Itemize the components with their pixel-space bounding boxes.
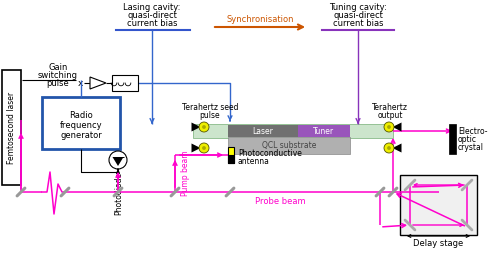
Text: Probe beam: Probe beam (254, 197, 306, 206)
Polygon shape (192, 123, 200, 132)
Text: Terahertz: Terahertz (372, 103, 408, 112)
Text: Photodiode: Photodiode (114, 172, 124, 215)
Polygon shape (90, 77, 106, 89)
Text: Tuner: Tuner (314, 126, 334, 135)
Circle shape (202, 146, 206, 150)
Polygon shape (112, 157, 124, 166)
FancyBboxPatch shape (298, 125, 350, 137)
FancyBboxPatch shape (228, 147, 234, 163)
Text: current bias: current bias (127, 19, 177, 28)
FancyBboxPatch shape (228, 155, 234, 163)
Text: Terahertz seed: Terahertz seed (182, 103, 238, 112)
FancyBboxPatch shape (228, 137, 350, 154)
FancyBboxPatch shape (193, 124, 393, 138)
Circle shape (109, 151, 127, 169)
Text: Photoconductive: Photoconductive (238, 150, 302, 159)
FancyBboxPatch shape (42, 97, 120, 149)
Polygon shape (392, 143, 402, 152)
Circle shape (384, 143, 394, 153)
Circle shape (384, 122, 394, 132)
Circle shape (387, 125, 391, 129)
Text: quasi-direct: quasi-direct (127, 11, 177, 20)
Text: Lasing cavity:: Lasing cavity: (124, 3, 180, 12)
Text: pulse: pulse (200, 111, 220, 120)
Text: generator: generator (60, 131, 102, 140)
Circle shape (199, 122, 209, 132)
Text: antenna: antenna (238, 158, 270, 167)
Text: output: output (378, 111, 403, 120)
FancyBboxPatch shape (228, 125, 298, 137)
Text: quasi-direct: quasi-direct (333, 11, 383, 20)
Text: frequency: frequency (60, 121, 102, 130)
Text: switching: switching (38, 71, 78, 80)
Text: current bias: current bias (333, 19, 384, 28)
Text: Electro-: Electro- (458, 127, 488, 136)
Text: Tuning cavity:: Tuning cavity: (329, 3, 387, 12)
FancyBboxPatch shape (112, 75, 138, 91)
FancyBboxPatch shape (400, 175, 477, 235)
Text: Laser: Laser (252, 126, 274, 135)
Circle shape (199, 143, 209, 153)
Text: Femtosecond laser: Femtosecond laser (7, 91, 16, 163)
Text: Radio: Radio (69, 111, 93, 120)
Circle shape (202, 125, 206, 129)
Text: crystal: crystal (458, 143, 484, 152)
Text: pulse: pulse (46, 79, 70, 88)
Polygon shape (192, 143, 200, 152)
Text: optic: optic (458, 135, 477, 144)
Text: Synchronisation: Synchronisation (226, 15, 294, 24)
Text: x: x (78, 79, 84, 88)
Text: Gain: Gain (48, 63, 68, 72)
FancyBboxPatch shape (2, 70, 21, 185)
Polygon shape (392, 123, 402, 132)
Text: Pump beam: Pump beam (181, 151, 190, 196)
Text: QCL substrate: QCL substrate (262, 141, 316, 150)
FancyBboxPatch shape (449, 124, 456, 154)
Text: Delay stage: Delay stage (414, 239, 464, 248)
Circle shape (387, 146, 391, 150)
